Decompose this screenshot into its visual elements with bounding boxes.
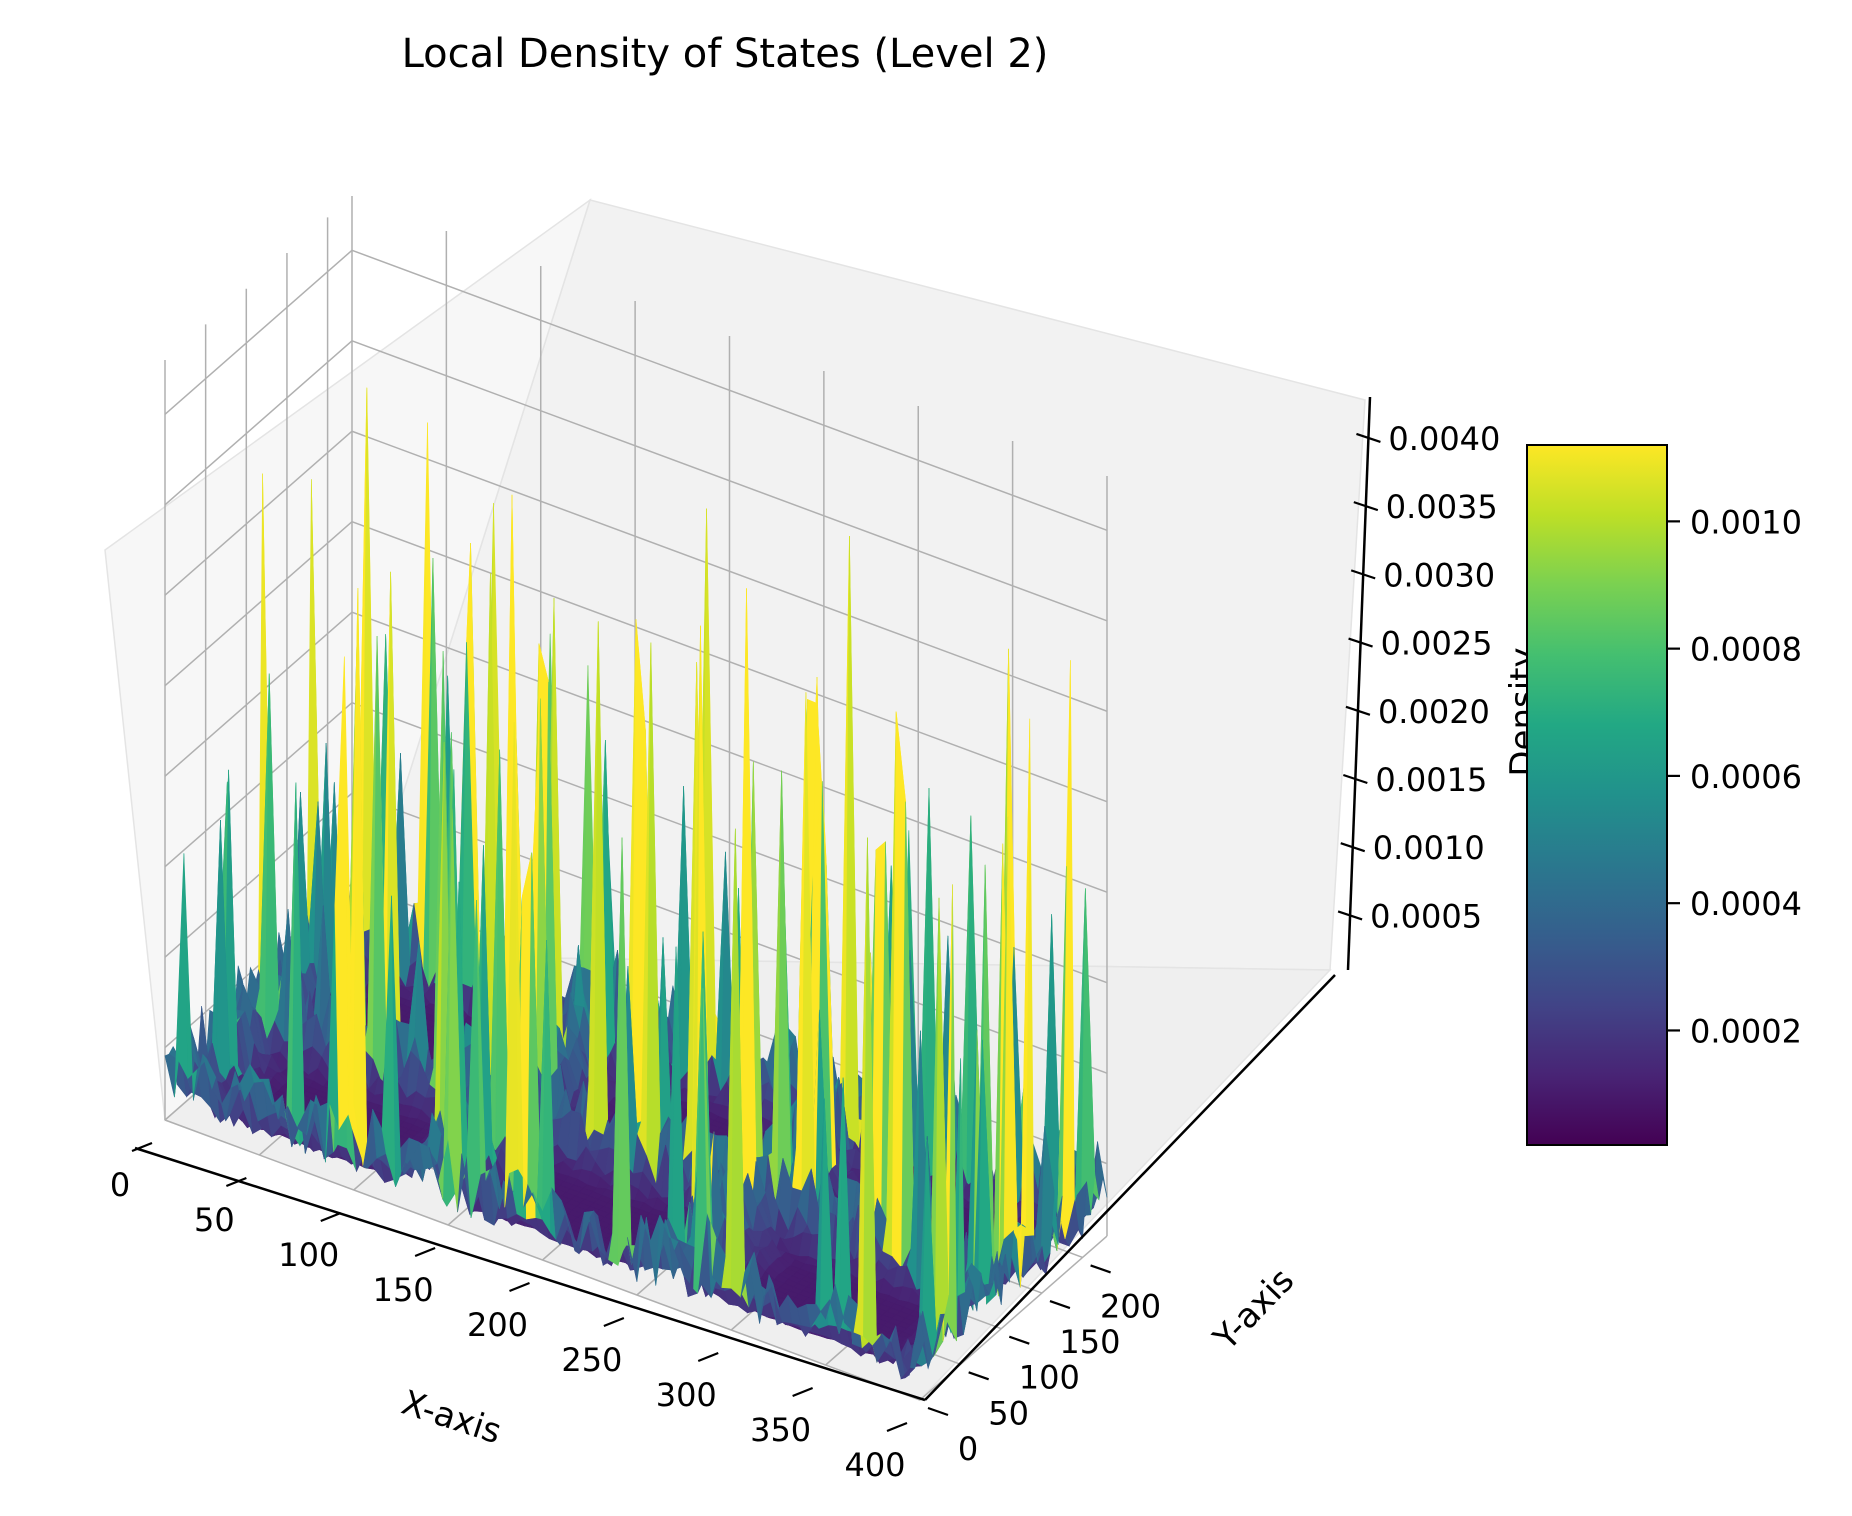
- z-tick-label: 0.0020: [1378, 693, 1490, 731]
- x-tick: [792, 1386, 814, 1398]
- y-tick: [927, 1406, 949, 1417]
- y-tick-label: 100: [1019, 1359, 1080, 1397]
- x-tick-label: 400: [844, 1446, 905, 1484]
- grid-line: [351, 340, 1108, 622]
- z-tick: [1353, 501, 1379, 512]
- y-tick: [1049, 1300, 1071, 1310]
- x-tick: [697, 1351, 719, 1363]
- x-axis-ticks: 0 50 100 150 200 250 300 350 400: [110, 1141, 908, 1484]
- z-tick-label: 0.0035: [1386, 488, 1498, 526]
- x-tick-label: 350: [750, 1411, 811, 1449]
- x-tick-label: 0: [110, 1166, 130, 1204]
- x-tick: [886, 1421, 908, 1433]
- y-tick-label: 50: [988, 1394, 1029, 1432]
- density-surface: [164, 387, 1108, 1380]
- chart-title: Local Density of States (Level 2): [402, 31, 1049, 77]
- x-tick: [414, 1246, 436, 1258]
- x-tick: [320, 1211, 342, 1223]
- colorbar-tick-label: 0.0008: [1690, 631, 1802, 669]
- colorbar-ticks: 0.0002 0.0004 0.0006 0.0008 0.0010: [1667, 503, 1802, 1050]
- grid-line: [351, 430, 1108, 712]
- grid-line: [164, 249, 353, 415]
- axis-lines: [134, 396, 1372, 1402]
- x-tick-label: 150: [373, 1271, 434, 1309]
- grid-line: [164, 340, 353, 506]
- grid-line: [164, 521, 353, 687]
- colorbar-tick-label: 0.0010: [1690, 503, 1802, 541]
- colorbar-tick-label: 0.0006: [1690, 758, 1802, 796]
- y-axis-label: Y-axis: [1205, 1261, 1302, 1359]
- colorbar: 0.0002 0.0004 0.0006 0.0008 0.0010: [1526, 444, 1802, 1146]
- z-axis-line: [1346, 396, 1372, 971]
- grid-line: [351, 792, 1108, 1074]
- x-tick: [225, 1176, 247, 1188]
- x-tick: [131, 1141, 153, 1153]
- colorbar-tick-label: 0.0004: [1690, 885, 1802, 923]
- z-tick-label: 0.0025: [1381, 625, 1493, 663]
- z-axis-ticks: 0.0005 0.0010 0.0015 0.0020 0.0025 0.0030 0.00…: [1337, 420, 1500, 935]
- grid-line: [164, 702, 353, 868]
- z-tick-label: 0.0030: [1383, 556, 1495, 594]
- grid-line: [351, 249, 1108, 531]
- y-tick: [1008, 1335, 1030, 1345]
- grid-line: [351, 611, 1108, 893]
- z-tick: [1337, 910, 1363, 921]
- z-tick-label: 0.0015: [1375, 761, 1487, 799]
- y-tick: [1090, 1264, 1111, 1274]
- x-tick: [603, 1316, 625, 1328]
- grid-line: [164, 792, 353, 958]
- z-tick: [1356, 432, 1381, 443]
- z-tick: [1345, 705, 1371, 716]
- z-tick: [1342, 773, 1368, 785]
- z-tick-label: 0.0040: [1388, 420, 1500, 458]
- surface-patch: [910, 1312, 925, 1369]
- y-axis-line: [924, 974, 1336, 1401]
- z-tick: [1348, 637, 1373, 648]
- grid-line: [351, 701, 1108, 984]
- grid-line: [164, 1119, 921, 1401]
- z-tick-label: 0.0005: [1370, 897, 1482, 935]
- z-tick-label: 0.0010: [1373, 829, 1485, 867]
- y-tick-label: 0: [958, 1430, 978, 1468]
- x-tick-label: 100: [278, 1236, 339, 1274]
- x-tick-label: 200: [467, 1306, 528, 1344]
- x-tick: [509, 1281, 530, 1293]
- x-tick-label: 300: [656, 1376, 717, 1414]
- z-tick: [1340, 842, 1366, 853]
- grid-line: [164, 430, 353, 596]
- x-tick-label: 50: [194, 1201, 235, 1239]
- x-axis-label: X-axis: [397, 1383, 506, 1453]
- y-tick: [968, 1371, 990, 1381]
- x-axis-line: [134, 1146, 926, 1402]
- y-tick-label: 150: [1059, 1323, 1120, 1361]
- x-tick-label: 250: [561, 1341, 622, 1379]
- y-tick-label: 200: [1100, 1287, 1161, 1325]
- colorbar-gradient: [1526, 444, 1668, 1146]
- grid-line: [351, 521, 1108, 803]
- z-tick: [1350, 569, 1376, 580]
- grid-line: [164, 611, 353, 777]
- colorbar-tick-label: 0.0002: [1690, 1012, 1802, 1050]
